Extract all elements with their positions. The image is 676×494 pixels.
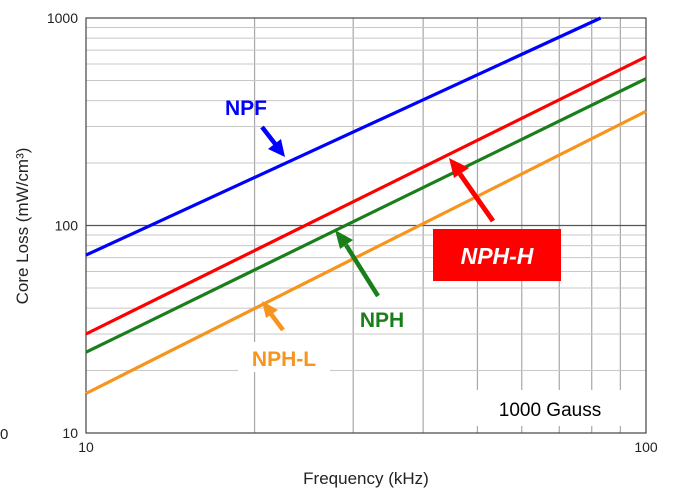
arrowhead-nph-h	[449, 158, 469, 178]
x-tick-label: 100	[634, 439, 658, 455]
y-tick-label: 100	[55, 218, 79, 234]
y-axis-label: Core Loss (mW/cm³)	[13, 148, 32, 305]
arrow-nph-l	[269, 312, 285, 332]
annotation-npf: NPF	[225, 97, 285, 157]
stray-label: 0	[0, 426, 8, 443]
y-tick-label: 10	[62, 425, 78, 441]
annotation-nph-h: NPH-H	[433, 158, 561, 281]
arrow-npf	[260, 125, 278, 147]
grid-lines	[86, 18, 646, 433]
arrowhead-nph	[335, 230, 353, 249]
arrow-nph-h	[457, 172, 496, 223]
annotation-nph-l: NPH-L	[238, 301, 330, 372]
label-npf: NPF	[225, 97, 267, 120]
annotation-nph: NPH	[335, 230, 404, 332]
series-line-nph-h	[85, 55, 647, 336]
arrowhead-npf	[268, 139, 285, 157]
condition-label: 1000 Gauss	[499, 400, 601, 421]
y-tick-label: 1000	[47, 10, 78, 26]
label-nph-h: NPH-H	[461, 243, 534, 269]
series-line-npf	[85, 16, 602, 257]
condition-box: 1000 Gauss	[474, 390, 626, 426]
x-axis-label: Frequency (kHz)	[303, 469, 429, 488]
arrowhead-nph-l	[262, 301, 278, 318]
x-tick-label: 10	[78, 439, 94, 455]
series-line-nph-l	[85, 109, 647, 395]
series-line-nph	[85, 77, 647, 354]
label-bg-nph-l	[238, 342, 330, 372]
plot-frame	[85, 17, 647, 434]
label-nph-l: NPH-L	[252, 348, 316, 371]
arrow-nph	[344, 243, 380, 298]
label-nph: NPH	[360, 309, 404, 332]
series-lines	[85, 16, 647, 395]
tick-labels: 10 100 1000 10 100	[47, 10, 658, 455]
label-box-nph-h	[433, 229, 561, 281]
